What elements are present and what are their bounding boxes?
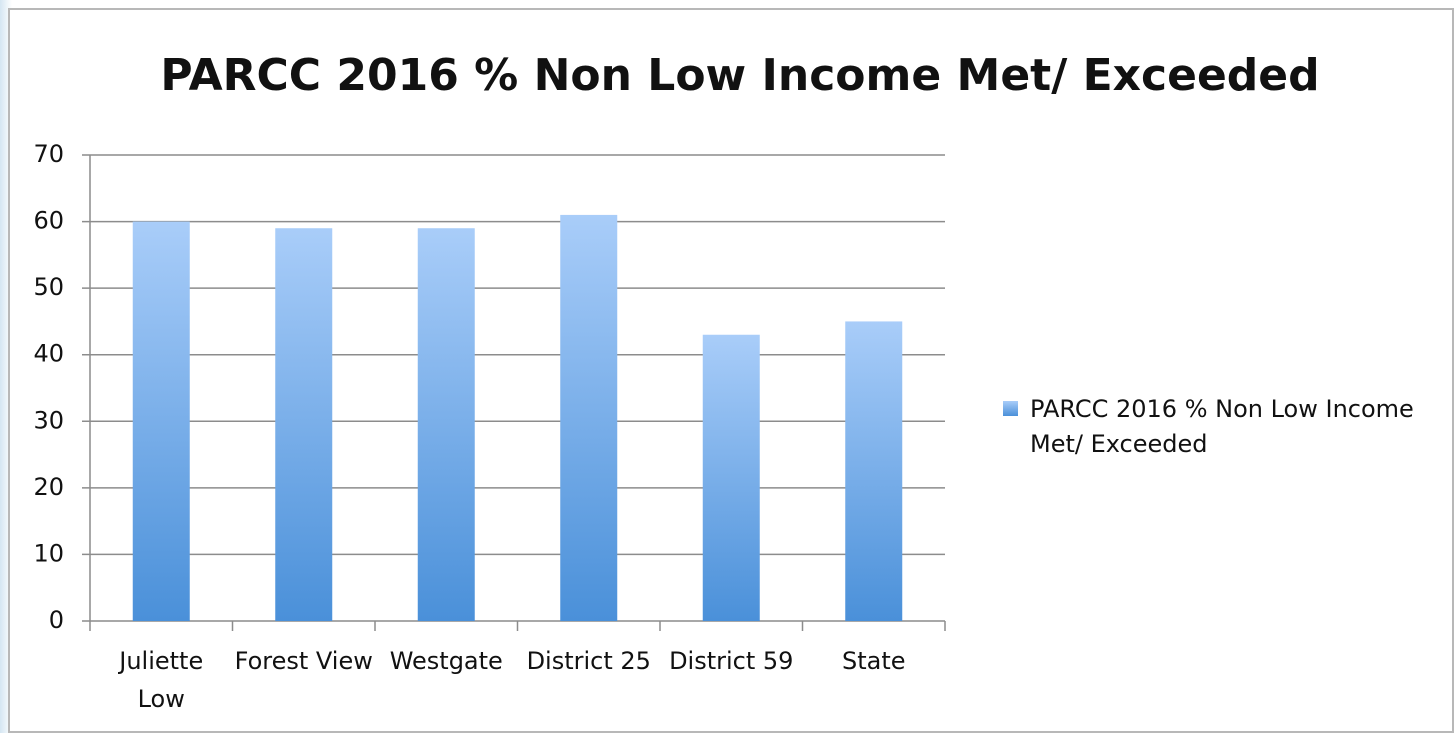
y-tick-label: 40 <box>33 340 64 368</box>
x-tick-label: District 25 <box>527 647 651 675</box>
x-tick-label: Forest View <box>235 647 373 675</box>
y-tick-label: 10 <box>33 539 64 567</box>
chart-title: PARCC 2016 % Non Low Income Met/ Exceede… <box>160 50 1319 101</box>
bar <box>560 214 618 621</box>
bar <box>275 228 333 621</box>
bar <box>845 321 903 621</box>
x-tick-label: Juliette Low <box>117 647 203 713</box>
legend-swatch <box>1003 401 1018 416</box>
x-tick-label: State <box>842 647 906 675</box>
x-tick-label: Westgate <box>390 647 503 675</box>
legend-label: PARCC 2016 % Non Low Income Met/ Exceeded <box>1030 395 1414 458</box>
x-tick-label: District 59 <box>669 647 793 675</box>
bar <box>702 334 760 621</box>
y-tick-label: 20 <box>33 473 64 501</box>
y-tick-label: 0 <box>49 606 64 634</box>
y-tick-label: 30 <box>33 406 64 434</box>
y-tick-label: 70 <box>33 140 64 168</box>
bar <box>417 228 475 621</box>
y-tick-label: 60 <box>33 207 64 235</box>
y-tick-label: 50 <box>33 273 64 301</box>
bar <box>132 221 190 622</box>
